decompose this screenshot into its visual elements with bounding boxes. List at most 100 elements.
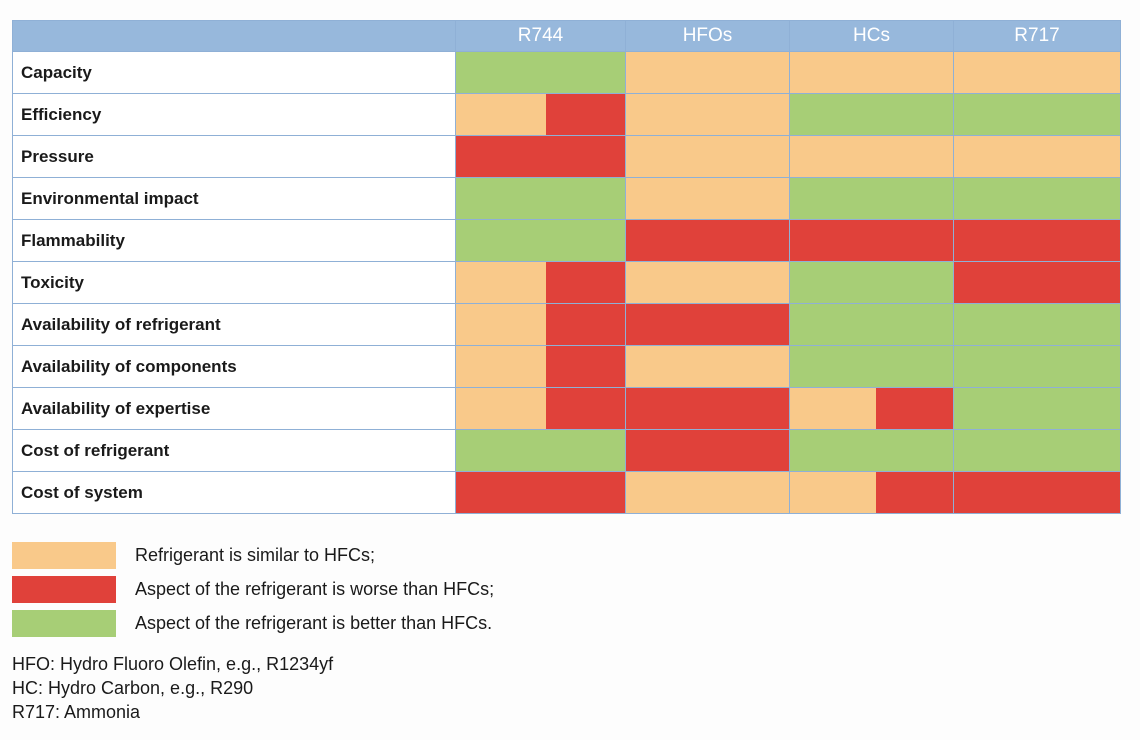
rating-cell xyxy=(625,303,790,346)
rating-cell xyxy=(789,387,954,430)
rating-cell xyxy=(455,51,626,94)
rating-cell xyxy=(455,219,626,262)
rating-cell xyxy=(455,345,626,388)
rating-cell xyxy=(625,345,790,388)
row-label: Availability of components xyxy=(12,345,456,388)
rating-cell xyxy=(455,261,626,304)
rating-cell xyxy=(625,429,790,472)
column-header: HFOs xyxy=(625,20,790,52)
rating-similar xyxy=(456,304,546,345)
table-row: Availability of refrigerant xyxy=(12,303,1121,346)
table-row: Efficiency xyxy=(12,93,1121,136)
footnote: HFO: Hydro Fluoro Olefin, e.g., R1234yf xyxy=(12,654,334,674)
row-label: Cost of system xyxy=(12,471,456,514)
rating-similar xyxy=(456,94,546,135)
legend-swatch-worse xyxy=(12,575,116,603)
rating-cell xyxy=(625,219,790,262)
legend-item-better: Aspect of the refrigerant is better than… xyxy=(12,606,494,640)
rating-cell xyxy=(625,261,790,304)
rating-cell xyxy=(455,177,626,220)
rating-cell xyxy=(953,429,1121,472)
rating-similar xyxy=(456,262,546,303)
footnotes: HFO: Hydro Fluoro Olefin, e.g., R1234yf … xyxy=(12,652,333,724)
legend: Refrigerant is similar to HFCs; Aspect o… xyxy=(12,538,494,640)
table-row: Flammability xyxy=(12,219,1121,262)
rating-cell xyxy=(953,387,1121,430)
legend-swatch-better xyxy=(12,609,116,637)
table-body: Capacity Efficiency Pressure Environmental … xyxy=(12,51,1121,514)
rating-cell xyxy=(789,261,954,304)
rating-cell xyxy=(789,93,954,136)
rating-cell xyxy=(625,387,790,430)
rating-similar xyxy=(790,388,877,429)
rating-cell xyxy=(789,135,954,178)
legend-swatch-similar xyxy=(12,541,116,569)
rating-similar xyxy=(456,388,546,429)
table-row: Environmental impact xyxy=(12,177,1121,220)
row-label: Cost of refrigerant xyxy=(12,429,456,472)
row-label: Availability of refrigerant xyxy=(12,303,456,346)
row-label: Toxicity xyxy=(12,261,456,304)
rating-cell xyxy=(455,93,626,136)
rating-cell xyxy=(953,471,1121,514)
row-label: Efficiency xyxy=(12,93,456,136)
table-row: Availability of expertise xyxy=(12,387,1121,430)
rating-cell xyxy=(953,219,1121,262)
legend-label: Refrigerant is similar to HFCs; xyxy=(135,544,376,565)
rating-cell xyxy=(625,51,790,94)
header-corner xyxy=(12,20,456,52)
row-label: Capacity xyxy=(12,51,456,94)
rating-similar xyxy=(790,472,877,513)
table-row: Availability of components xyxy=(12,345,1121,388)
table-row: Capacity xyxy=(12,51,1121,94)
rating-cell xyxy=(953,135,1121,178)
legend-label: Aspect of the refrigerant is worse than … xyxy=(135,578,495,599)
legend-label: Aspect of the refrigerant is better than… xyxy=(135,612,493,633)
column-header: R717 xyxy=(953,20,1121,52)
table-row: Cost of refrigerant xyxy=(12,429,1121,472)
rating-worse xyxy=(876,388,953,429)
header-row: R744 HFOs HCs R717 xyxy=(12,20,1121,52)
rating-cell xyxy=(789,471,954,514)
rating-cell xyxy=(953,93,1121,136)
rating-cell xyxy=(789,345,954,388)
rating-cell xyxy=(789,303,954,346)
rating-worse xyxy=(545,304,625,345)
footnote: R717: Ammonia xyxy=(12,702,141,722)
rating-cell xyxy=(455,135,626,178)
row-label: Availability of expertise xyxy=(12,387,456,430)
rating-cell xyxy=(625,135,790,178)
rating-cell xyxy=(455,429,626,472)
footnote: HC: Hydro Carbon, e.g., R290 xyxy=(12,678,254,698)
rating-cell xyxy=(789,51,954,94)
legend-item-worse: Aspect of the refrigerant is worse than … xyxy=(12,572,494,606)
rating-cell xyxy=(953,345,1121,388)
rating-cell xyxy=(953,261,1121,304)
rating-worse xyxy=(545,262,625,303)
rating-cell xyxy=(455,387,626,430)
rating-worse xyxy=(545,346,625,387)
rating-cell xyxy=(953,51,1121,94)
table-row: Pressure xyxy=(12,135,1121,178)
rating-cell xyxy=(455,471,626,514)
rating-cell xyxy=(953,177,1121,220)
column-header: R744 xyxy=(455,20,626,52)
legend-item-similar: Refrigerant is similar to HFCs; xyxy=(12,538,494,572)
rating-cell xyxy=(789,177,954,220)
rating-cell xyxy=(789,429,954,472)
rating-worse xyxy=(876,472,953,513)
rating-cell xyxy=(789,219,954,262)
table-row: Toxicity xyxy=(12,261,1121,304)
comparison-table: R744 HFOs HCs R717 Capacity Efficiency Pre… xyxy=(12,20,1121,514)
row-label: Environmental impact xyxy=(12,177,456,220)
column-header: HCs xyxy=(789,20,954,52)
table-row: Cost of system xyxy=(12,471,1121,514)
row-label: Pressure xyxy=(12,135,456,178)
rating-cell xyxy=(625,177,790,220)
rating-worse xyxy=(545,94,625,135)
rating-cell xyxy=(625,93,790,136)
rating-worse xyxy=(545,388,625,429)
rating-cell xyxy=(953,303,1121,346)
rating-cell xyxy=(625,471,790,514)
rating-cell xyxy=(455,303,626,346)
